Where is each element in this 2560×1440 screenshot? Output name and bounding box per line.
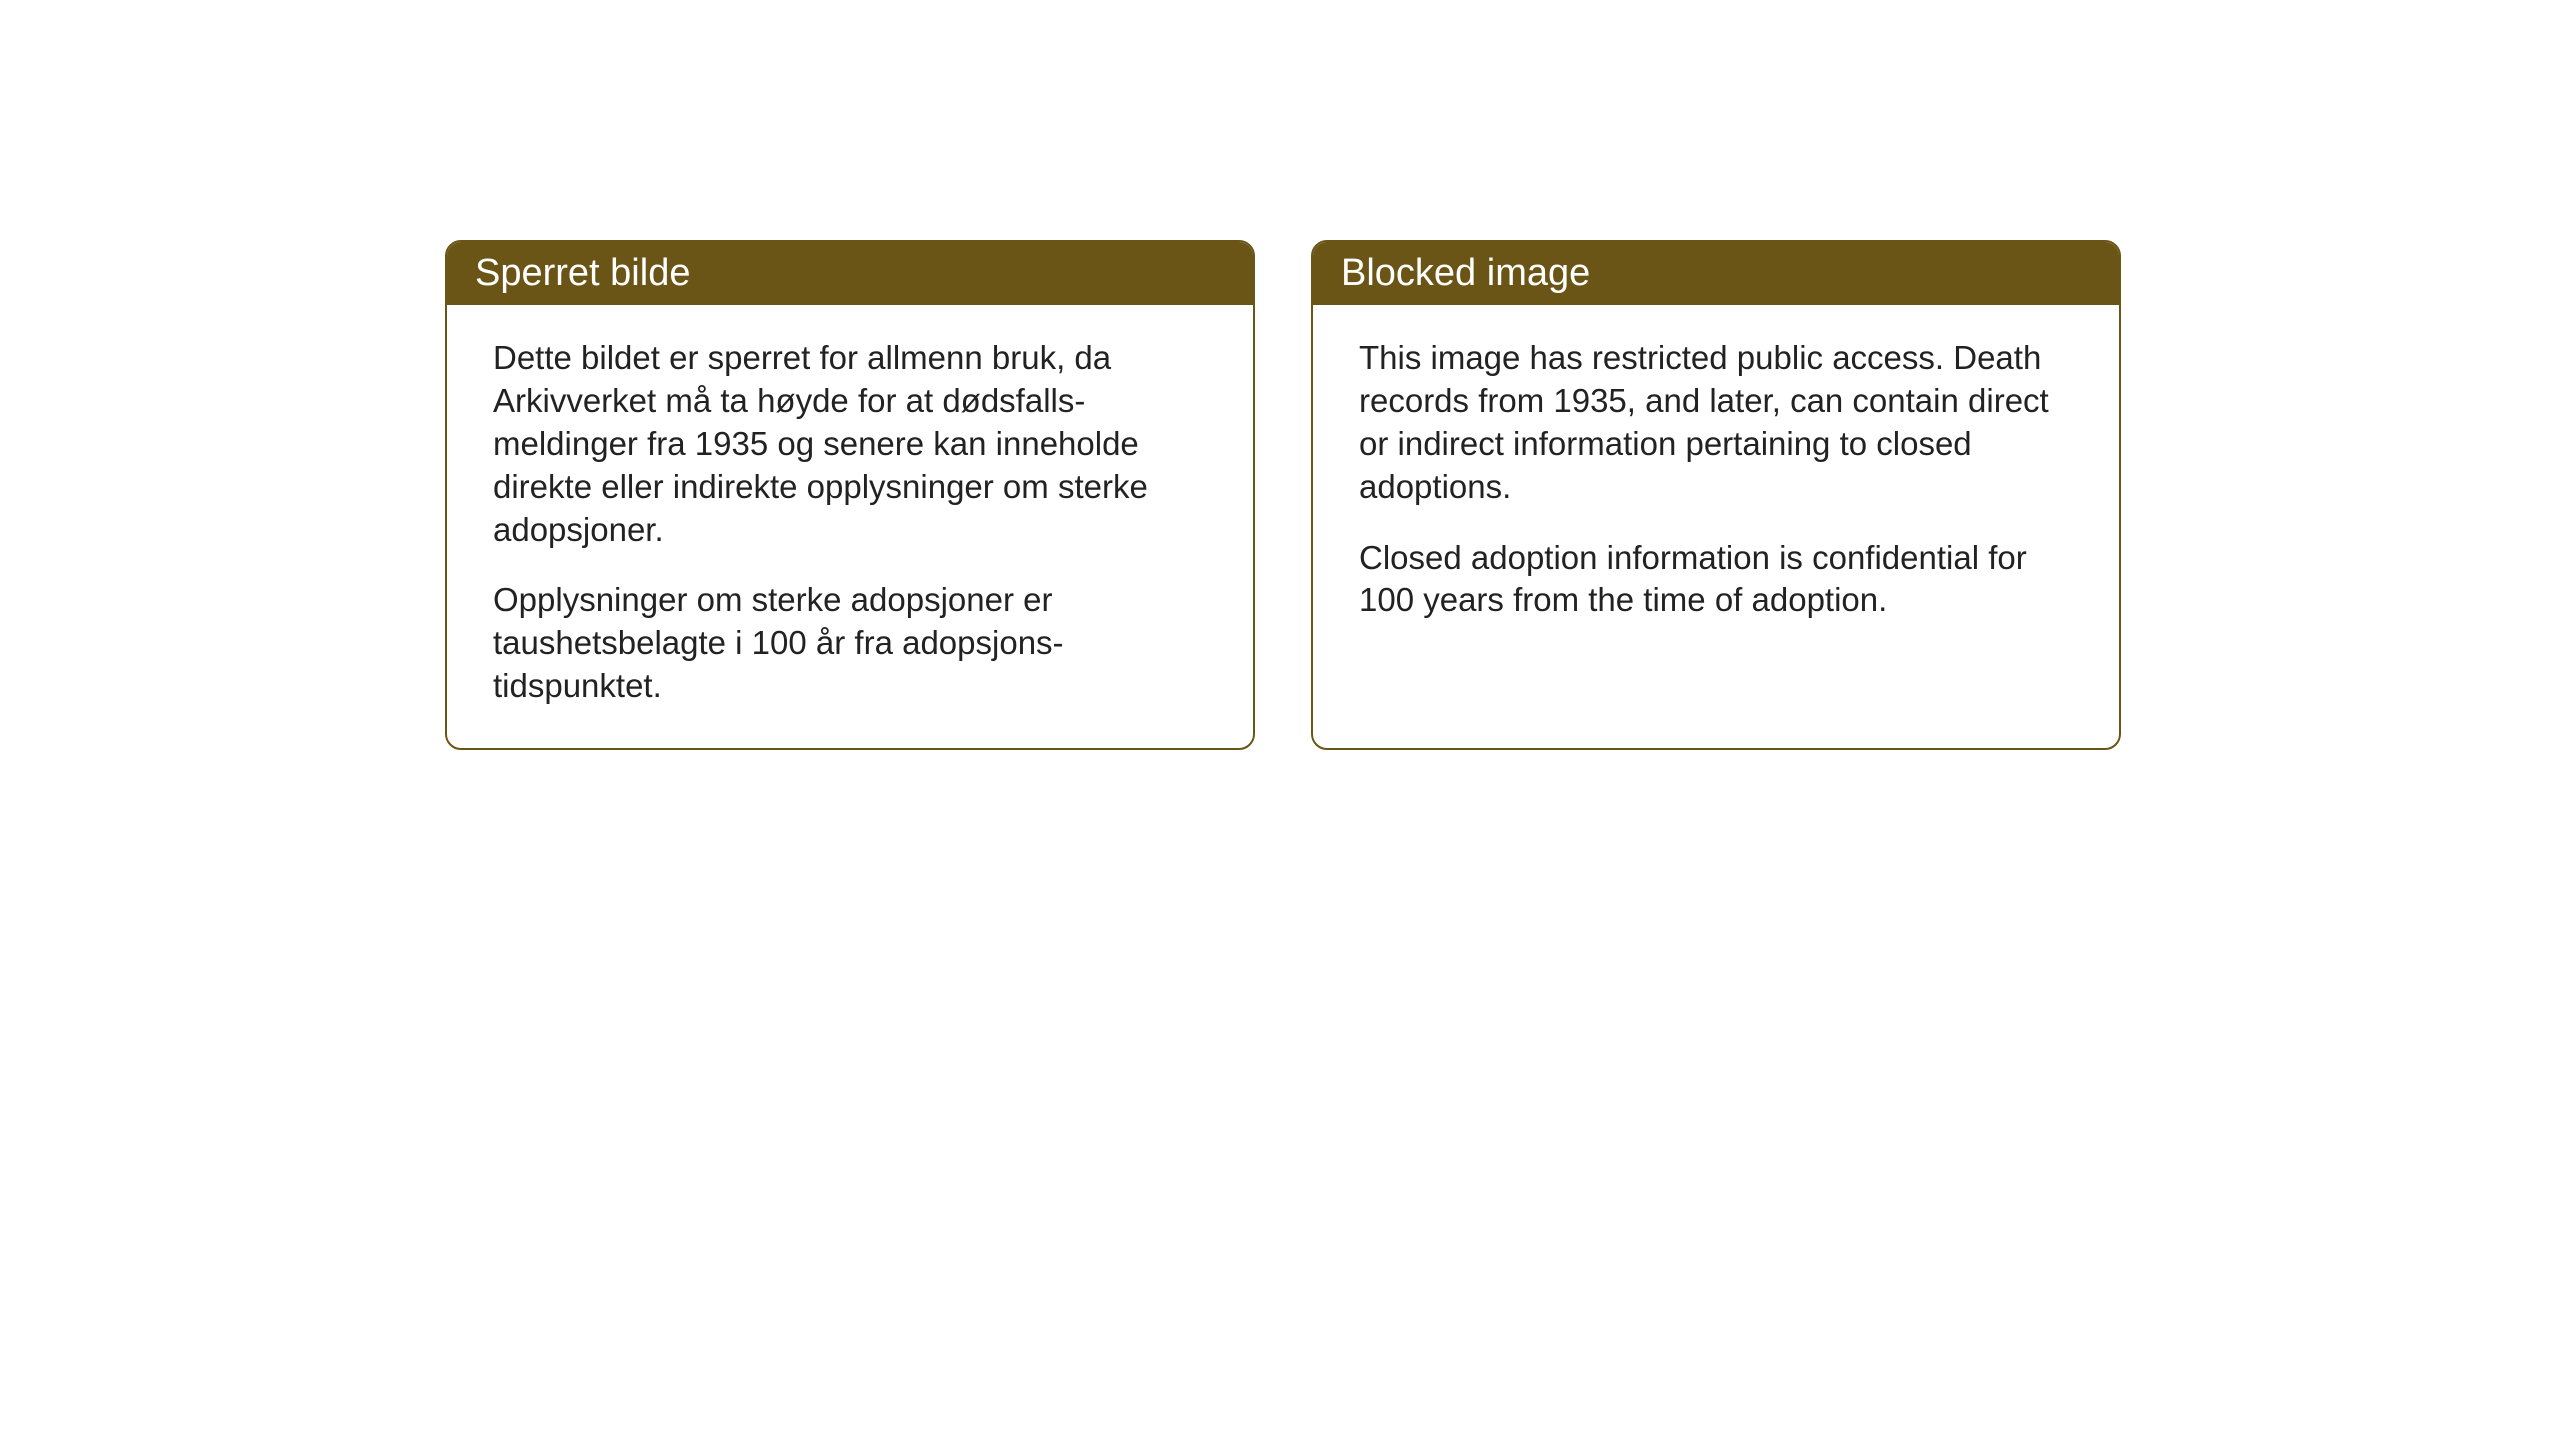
notice-paragraph-2-norwegian: Opplysninger om sterke adopsjoner er tau… [493,579,1207,708]
notice-body-norwegian: Dette bildet er sperret for allmenn bruk… [447,305,1253,750]
notice-header-english: Blocked image [1313,242,2119,305]
notice-card-english: Blocked image This image has restricted … [1311,240,2121,750]
notice-paragraph-1-norwegian: Dette bildet er sperret for allmenn bruk… [493,337,1207,551]
notice-card-norwegian: Sperret bilde Dette bildet er sperret fo… [445,240,1255,750]
notice-title-norwegian: Sperret bilde [475,252,690,294]
notice-title-english: Blocked image [1341,252,1590,294]
notice-container: Sperret bilde Dette bildet er sperret fo… [445,240,2121,750]
notice-paragraph-2-english: Closed adoption information is confident… [1359,537,2073,623]
notice-header-norwegian: Sperret bilde [447,242,1253,305]
notice-body-english: This image has restricted public access.… [1313,305,2119,670]
notice-paragraph-1-english: This image has restricted public access.… [1359,337,2073,509]
